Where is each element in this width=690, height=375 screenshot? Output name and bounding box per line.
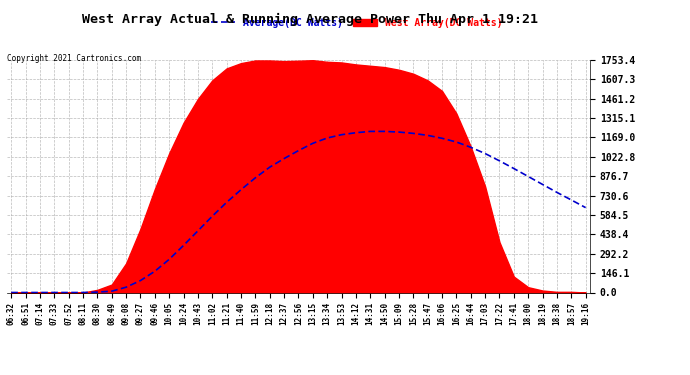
Legend: Average(DC Watts), West Array(DC Watts): Average(DC Watts), West Array(DC Watts) [207,14,506,32]
Text: West Array Actual & Running Average Power Thu Apr 1 19:21: West Array Actual & Running Average Powe… [83,13,538,26]
Text: Copyright 2021 Cartronics.com: Copyright 2021 Cartronics.com [7,54,141,63]
